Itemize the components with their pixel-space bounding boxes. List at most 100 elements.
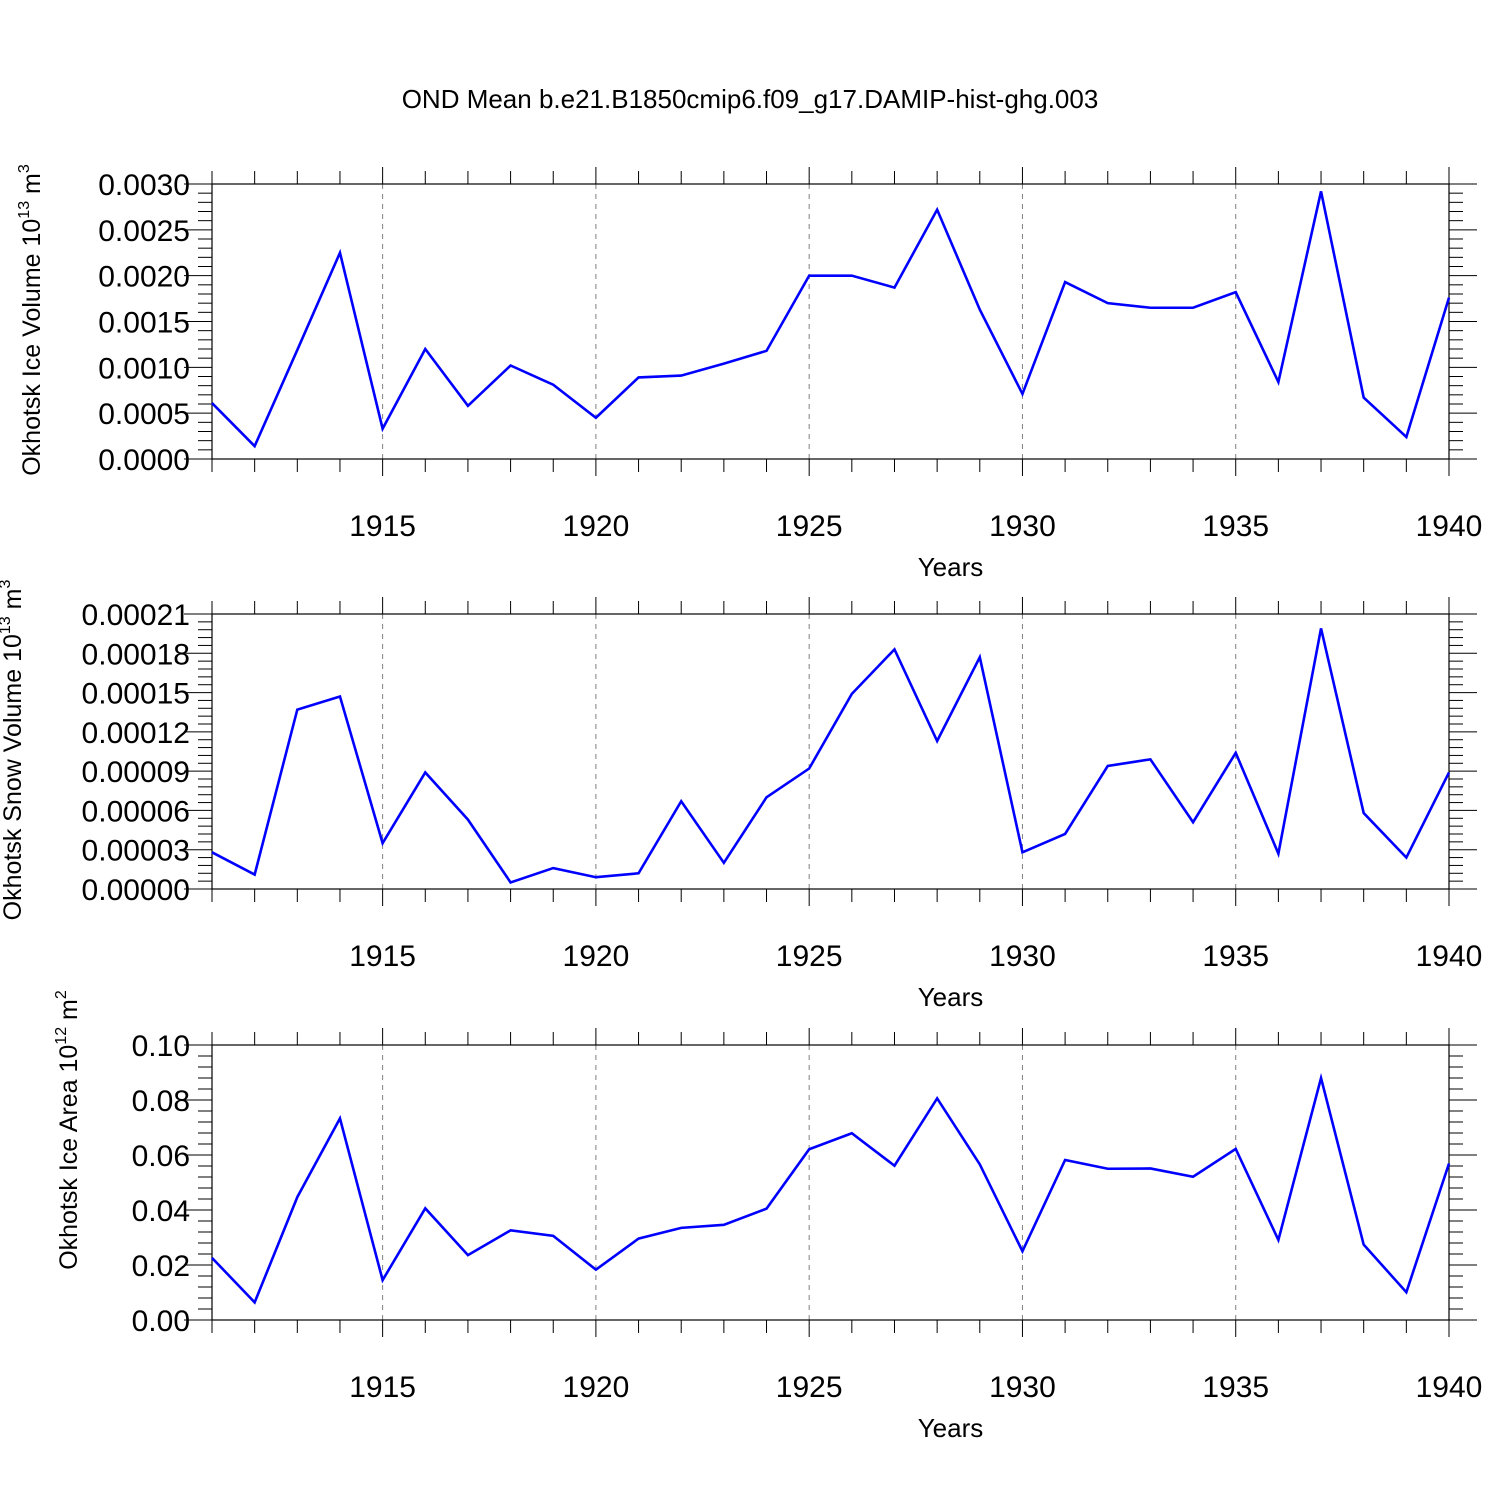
- data-point: [807, 767, 811, 771]
- y-axis-label: Okhotsk Ice Area 1012 m2: [53, 990, 83, 1270]
- data-point: [765, 795, 769, 799]
- y-tick-label: 0.02: [132, 1250, 190, 1283]
- data-point: [295, 708, 299, 712]
- data-point: [1020, 392, 1024, 396]
- data-point: [722, 1223, 726, 1227]
- x-tick-label: 1915: [349, 940, 416, 973]
- data-point: [935, 208, 939, 212]
- y-tick-label: 0.08: [132, 1085, 190, 1118]
- plot-frame: [211, 613, 1450, 890]
- data-point: [765, 349, 769, 353]
- data-point: [978, 655, 982, 659]
- data-point: [295, 1195, 299, 1199]
- data-point: [637, 871, 641, 875]
- data-point: [1404, 435, 1408, 439]
- y-axis-label-unit: m: [0, 589, 27, 617]
- x-tick-label: 1930: [989, 510, 1056, 543]
- data-point: [679, 374, 683, 378]
- y-axis-label-text: Okhotsk Ice Area 10: [55, 1045, 83, 1270]
- data-point: [551, 1234, 555, 1238]
- y-axis-label-exponent: 12: [53, 1027, 70, 1045]
- data-point: [551, 383, 555, 387]
- x-tick-label: 1925: [776, 940, 843, 973]
- data-point: [892, 647, 896, 651]
- y-tick-label: 0.0000: [98, 444, 190, 477]
- data-point: [1447, 296, 1451, 300]
- x-tick-label: 1915: [349, 510, 416, 543]
- data-point: [381, 1278, 385, 1282]
- data-point: [1276, 1238, 1280, 1242]
- data-point: [423, 1206, 427, 1210]
- y-tick-label: 0.00006: [82, 795, 190, 828]
- data-point: [1362, 811, 1366, 815]
- y-axis-label-unit-exponent: 3: [16, 164, 33, 173]
- data-point: [1362, 1243, 1366, 1247]
- data-point: [1148, 1166, 1152, 1170]
- y-tick-label: 0.00: [132, 1305, 190, 1338]
- y-axis-label: Okhotsk Snow Volume 1013 m3: [0, 580, 27, 921]
- data-point: [381, 427, 385, 431]
- data-point: [935, 739, 939, 743]
- data-point: [1191, 306, 1195, 310]
- y-axis-label-unit: m: [55, 999, 83, 1027]
- x-axis-label: Years: [918, 552, 984, 582]
- data-point: [850, 692, 854, 696]
- x-tick-label: 1925: [776, 510, 843, 543]
- y-axis-label-unit-exponent: 3: [0, 580, 14, 589]
- x-axis-label: Years: [918, 1413, 984, 1443]
- y-tick-label: 0.00012: [82, 717, 190, 750]
- data-point: [850, 1131, 854, 1135]
- y-tick-label: 0.0020: [98, 261, 190, 294]
- data-point: [978, 308, 982, 312]
- data-point: [551, 866, 555, 870]
- x-tick-label: 1920: [563, 940, 630, 973]
- data-point: [722, 362, 726, 366]
- y-axis-label: Okhotsk Ice Volume 1013 m3: [16, 164, 46, 476]
- data-point: [466, 404, 470, 408]
- data-point: [210, 401, 214, 405]
- data-point: [1063, 280, 1067, 284]
- data-point: [1276, 380, 1280, 384]
- data-point: [1191, 820, 1195, 824]
- x-tick-label: 1940: [1416, 510, 1483, 543]
- y-tick-label: 0.0005: [98, 398, 190, 431]
- data-point: [423, 347, 427, 351]
- data-point: [1148, 757, 1152, 761]
- data-point: [1447, 1162, 1451, 1166]
- panel-1: 1915 1920 1925 1930 1935 1940 Years 0.0000 0.000…: [16, 164, 1482, 582]
- y-tick-label: 0.00000: [82, 874, 190, 907]
- data-point: [935, 1096, 939, 1100]
- y-tick-label: 0.00021: [82, 599, 190, 632]
- data-point: [1234, 1147, 1238, 1151]
- data-point: [892, 1164, 896, 1168]
- data-point: [1447, 770, 1451, 774]
- data-point: [466, 818, 470, 822]
- y-tick-label: 0.0030: [98, 169, 190, 202]
- data-point: [722, 861, 726, 865]
- data-point: [338, 1116, 342, 1120]
- x-tick-label: 1920: [563, 1371, 630, 1404]
- x-tick-label: 1940: [1416, 940, 1483, 973]
- data-point: [1106, 301, 1110, 305]
- data-point: [1148, 306, 1152, 310]
- data-point: [594, 1268, 598, 1272]
- data-point: [1319, 189, 1323, 193]
- plot-frame: [211, 183, 1450, 460]
- data-point: [637, 375, 641, 379]
- data-point: [1276, 852, 1280, 856]
- data-point: [850, 274, 854, 278]
- data-point: [381, 841, 385, 845]
- x-tick-label: 1935: [1202, 510, 1269, 543]
- data-point: [253, 1300, 257, 1304]
- data-point: [807, 1147, 811, 1151]
- data-point: [295, 348, 299, 352]
- data-point: [1234, 751, 1238, 755]
- data-point: [338, 695, 342, 699]
- data-point: [1191, 1175, 1195, 1179]
- series-line: [211, 191, 1451, 449]
- y-tick-label: 0.00009: [82, 756, 190, 789]
- data-point: [210, 1256, 214, 1260]
- data-point: [1106, 764, 1110, 768]
- data-point: [892, 286, 896, 290]
